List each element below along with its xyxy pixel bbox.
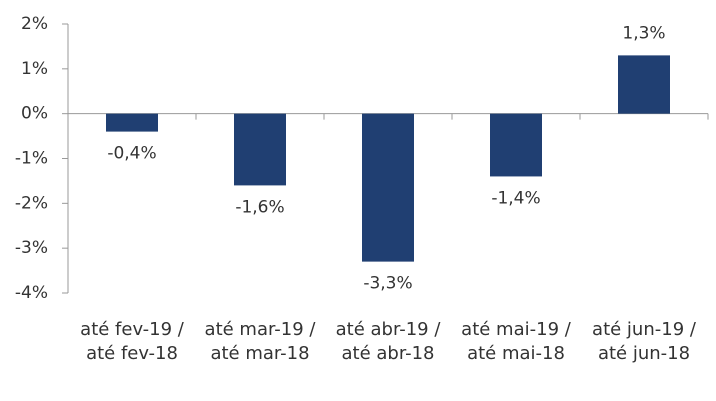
y-tick-label: 2% — [21, 14, 48, 34]
data-label: -1,4% — [491, 188, 540, 208]
bar — [490, 113, 542, 177]
y-tick-label: -4% — [15, 283, 48, 303]
x-tick-label: até fev-19 / até fev-18 — [80, 319, 184, 364]
bar — [106, 113, 158, 132]
y-tick-label: -3% — [15, 238, 48, 258]
data-label: -0,4% — [107, 144, 156, 164]
x-tick-label: até abr-19 / até abr-18 — [335, 319, 441, 364]
x-tick-label: até mar-19 / até mar-18 — [204, 319, 316, 364]
bar — [234, 113, 286, 186]
x-tick-label: até jun-19 / até jun-18 — [592, 319, 696, 364]
y-tick-label: 0% — [21, 104, 48, 124]
data-label: 1,3% — [622, 23, 665, 43]
y-tick-label: -2% — [15, 193, 48, 213]
y-tick-label: 1% — [21, 59, 48, 79]
x-tick-label: até mai-19 / até mai-18 — [461, 319, 571, 364]
y-tick-label: -1% — [15, 149, 48, 169]
data-label: -3,3% — [363, 274, 412, 294]
bar — [618, 55, 670, 114]
data-label: -1,6% — [235, 197, 284, 217]
bar — [362, 113, 414, 262]
